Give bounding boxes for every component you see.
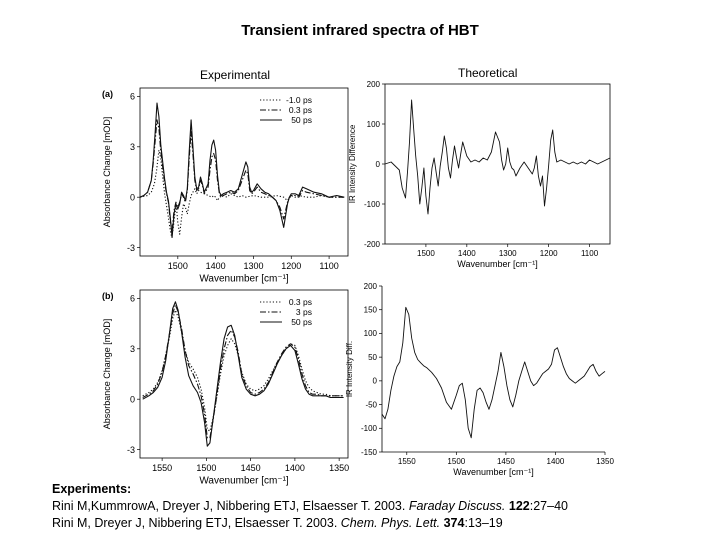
x-tick-label: 1500 (447, 457, 465, 466)
references-block: Experiments: Rini M,KummrowA, Dreyer J, … (52, 481, 568, 532)
x-tick-label: 1450 (241, 463, 261, 473)
legend-entry: 50 ps (291, 317, 312, 327)
chart-b: 1550 1500 1450 1400 1350 6 3 0 -3 Wavenumber [cm⁻… (102, 289, 349, 487)
x-tick-label: 1550 (152, 463, 172, 473)
x-axis-label: Wavenumber [cm⁻¹] (199, 476, 289, 487)
y-tick-label: 0 (130, 192, 135, 202)
references-heading: Experiments: (52, 482, 132, 496)
plot-frame (139, 87, 349, 257)
x-tick-label: 1100 (581, 249, 599, 258)
series-line-50ps (142, 301, 344, 447)
x-tick-label: 1300 (499, 249, 517, 258)
theoretical-label: Theoretical (458, 66, 518, 80)
y-tick-label: -3 (127, 445, 135, 455)
y-tick-label: 50 (368, 353, 377, 362)
y-tick-label: 0 (376, 160, 381, 169)
chart-theory-bottom: 1550 1500 1450 1400 1350 200 150 100 50 0 -50 -100 -… (345, 282, 614, 477)
y-tick-label: -3 (127, 243, 135, 253)
reference-2-volume: 374 (443, 516, 465, 530)
x-tick-label: 1350 (596, 457, 614, 466)
series-line-1 (381, 306, 606, 439)
x-tick-label: 1500 (196, 463, 216, 473)
legend-entry: 0.3 ps (289, 297, 312, 307)
x-tick-label: 1400 (458, 249, 476, 258)
reference-1: Rini M,KummrowA, Dreyer J, Nibbering ETJ… (52, 498, 568, 515)
x-tick-label: 1400 (285, 463, 305, 473)
plot-frame (139, 289, 349, 459)
y-tick-label: 3 (130, 142, 135, 152)
series-line--1.0ps (139, 149, 345, 239)
x-axis-label: Wavenumber [cm⁻¹] (453, 467, 533, 477)
legend-entry: -1.0 ps (286, 95, 312, 105)
x-tick-label: 1350 (329, 463, 349, 473)
y-axis-label: Absorbance Change [mOD] (102, 117, 112, 228)
reference-1-volume: 122 (508, 499, 530, 513)
panel-label: (b) (102, 291, 114, 301)
x-axis-label: Wavenumber [cm⁻¹] (199, 274, 289, 285)
y-tick-label: 6 (130, 92, 135, 102)
y-tick-label: 6 (130, 294, 135, 304)
y-axis-label: Absorbance Change [mOD] (102, 319, 112, 430)
x-tick-label: 1100 (319, 261, 338, 271)
experimental-label: Experimental (200, 68, 271, 82)
x-tick-label: 1300 (243, 261, 263, 271)
series-line-0.3ps (142, 309, 344, 432)
y-tick-label: 0 (130, 394, 135, 404)
chart-theory-top: 1500 1400 1300 1200 1100 200 100 0 -100 -200 Waven… (348, 80, 611, 269)
y-axis-label: IR Intensity Diff. (345, 341, 354, 397)
chart-a: 1500 1400 1300 1200 1100 6 3 0 -3 Wavenumber [cm⁻… (102, 87, 349, 285)
x-axis-label: Wavenumber [cm⁻¹] (457, 259, 537, 269)
y-tick-label: -200 (364, 240, 381, 249)
y-tick-label: 200 (364, 282, 378, 291)
x-tick-label: 1400 (206, 261, 226, 271)
reference-1-journal: Faraday Discuss. (408, 499, 506, 513)
panel-label: (a) (102, 89, 113, 99)
series-line-3ps (142, 304, 344, 439)
x-tick-label: 1450 (497, 457, 515, 466)
legend-entry: 0.3 ps (289, 105, 312, 115)
y-tick-label: -150 (361, 448, 378, 457)
reference-1-authors: Rini M,KummrowA, Dreyer J, Nibbering ETJ… (52, 499, 409, 513)
legend-entry: 50 ps (291, 115, 312, 125)
y-tick-label: 0 (373, 377, 378, 386)
x-tick-label: 1200 (281, 261, 301, 271)
reference-1-pages: :27–40 (529, 499, 568, 513)
reference-2-journal: Chem. Phys. Lett. (340, 516, 441, 530)
y-axis-label: IR Intensity Difference (348, 124, 357, 203)
y-tick-label: 100 (364, 329, 378, 338)
y-tick-label: -100 (361, 424, 378, 433)
y-tick-label: -50 (365, 400, 377, 409)
x-tick-label: 1500 (417, 249, 435, 258)
reference-2: Rini M, Dreyer J, Nibbering ETJ, Elsaess… (52, 515, 568, 532)
y-tick-label: 150 (364, 306, 378, 315)
x-tick-label: 1500 (168, 261, 188, 271)
x-tick-label: 1200 (540, 249, 558, 258)
reference-2-pages: :13–19 (464, 516, 503, 530)
reference-2-authors: Rini M, Dreyer J, Nibbering ETJ, Elsaess… (52, 516, 341, 530)
series-line-50ps (139, 102, 345, 239)
legend-entry: 3 ps (296, 307, 312, 317)
series-line-1 (384, 99, 611, 215)
y-tick-label: 100 (367, 120, 381, 129)
y-tick-label: 200 (367, 80, 381, 89)
x-tick-label: 1400 (547, 457, 565, 466)
y-tick-label: -100 (364, 200, 381, 209)
x-tick-label: 1550 (398, 457, 416, 466)
y-tick-label: 3 (130, 344, 135, 354)
slide-title: Transient infrared spectra of HBT (241, 22, 479, 39)
plot-frame (384, 83, 611, 245)
